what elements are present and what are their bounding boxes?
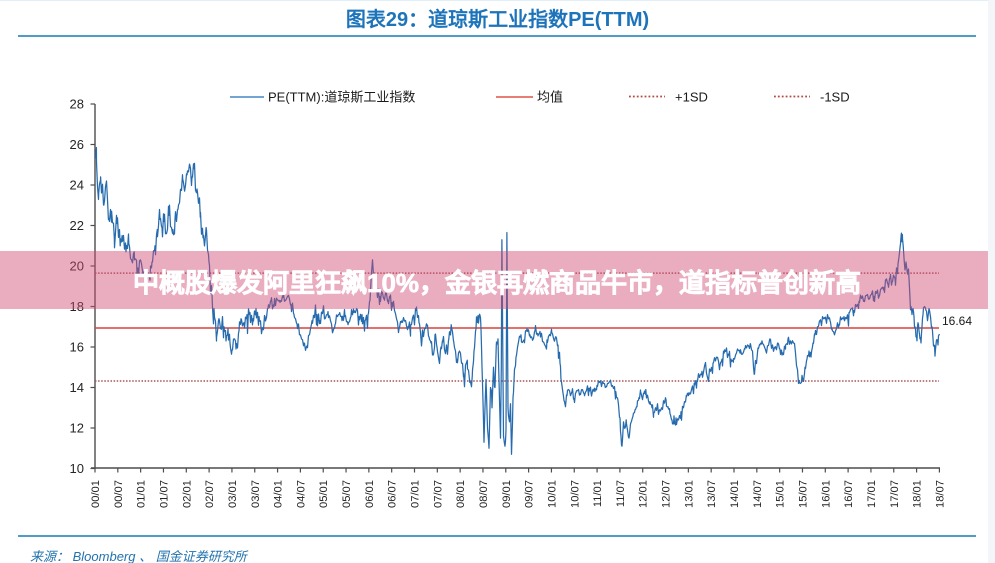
svg-text:18/07: 18/07 xyxy=(934,480,946,508)
svg-text:09/07: 09/07 xyxy=(524,480,536,508)
svg-text:20: 20 xyxy=(70,258,84,273)
svg-text:12/07: 12/07 xyxy=(661,480,673,508)
svg-text:17/01: 17/01 xyxy=(866,480,878,508)
svg-text:04/07: 04/07 xyxy=(295,480,307,508)
svg-text:11/07: 11/07 xyxy=(615,480,627,507)
svg-text:10: 10 xyxy=(70,461,84,476)
svg-text:18/01: 18/01 xyxy=(912,480,924,508)
svg-text:07/01: 07/01 xyxy=(410,480,422,508)
svg-text:02/01: 02/01 xyxy=(181,480,193,508)
svg-text:PE(TTM):道琼斯工业指数: PE(TTM):道琼斯工业指数 xyxy=(268,90,415,105)
svg-text:26: 26 xyxy=(70,137,84,152)
svg-text:10/07: 10/07 xyxy=(569,480,581,508)
svg-text:11/01: 11/01 xyxy=(592,480,604,507)
svg-text:16/07: 16/07 xyxy=(843,480,855,508)
svg-text:18: 18 xyxy=(70,299,84,314)
svg-text:02/07: 02/07 xyxy=(204,480,216,508)
svg-text:15/07: 15/07 xyxy=(797,480,809,508)
svg-text:08/01: 08/01 xyxy=(455,480,467,508)
svg-text:17/07: 17/07 xyxy=(889,480,901,508)
svg-text:06/01: 06/01 xyxy=(364,480,376,508)
svg-text:13/01: 13/01 xyxy=(683,480,695,508)
svg-text:14: 14 xyxy=(70,380,84,395)
svg-text:+1SD: +1SD xyxy=(675,90,708,105)
svg-text:05/07: 05/07 xyxy=(341,480,353,508)
svg-text:14/01: 14/01 xyxy=(729,480,741,508)
svg-text:15/01: 15/01 xyxy=(775,480,787,508)
svg-text:-1SD: -1SD xyxy=(820,90,850,105)
svg-text:06/07: 06/07 xyxy=(387,480,399,508)
svg-text:28: 28 xyxy=(70,96,84,111)
svg-text:00/01: 00/01 xyxy=(90,480,102,508)
svg-text:00/07: 00/07 xyxy=(113,480,125,508)
svg-text:12/01: 12/01 xyxy=(638,480,650,508)
svg-text:08/07: 08/07 xyxy=(478,480,490,508)
svg-text:16.64: 16.64 xyxy=(942,314,972,328)
svg-text:01/01: 01/01 xyxy=(136,480,148,508)
svg-text:22: 22 xyxy=(70,218,84,233)
svg-text:12: 12 xyxy=(70,420,84,435)
svg-text:14/07: 14/07 xyxy=(752,480,764,508)
svg-text:03/07: 03/07 xyxy=(250,480,262,508)
svg-text:03/01: 03/01 xyxy=(227,480,239,508)
svg-text:07/07: 07/07 xyxy=(432,480,444,508)
svg-text:16: 16 xyxy=(70,339,84,354)
svg-text:10/01: 10/01 xyxy=(546,480,558,508)
svg-text:04/01: 04/01 xyxy=(273,480,285,508)
svg-text:16/01: 16/01 xyxy=(820,480,832,508)
svg-text:09/01: 09/01 xyxy=(501,480,513,508)
svg-text:13/07: 13/07 xyxy=(706,480,718,508)
svg-text:均值: 均值 xyxy=(537,90,563,105)
svg-text:05/01: 05/01 xyxy=(318,480,330,508)
svg-text:24: 24 xyxy=(70,177,84,192)
svg-text:01/07: 01/07 xyxy=(158,480,170,508)
